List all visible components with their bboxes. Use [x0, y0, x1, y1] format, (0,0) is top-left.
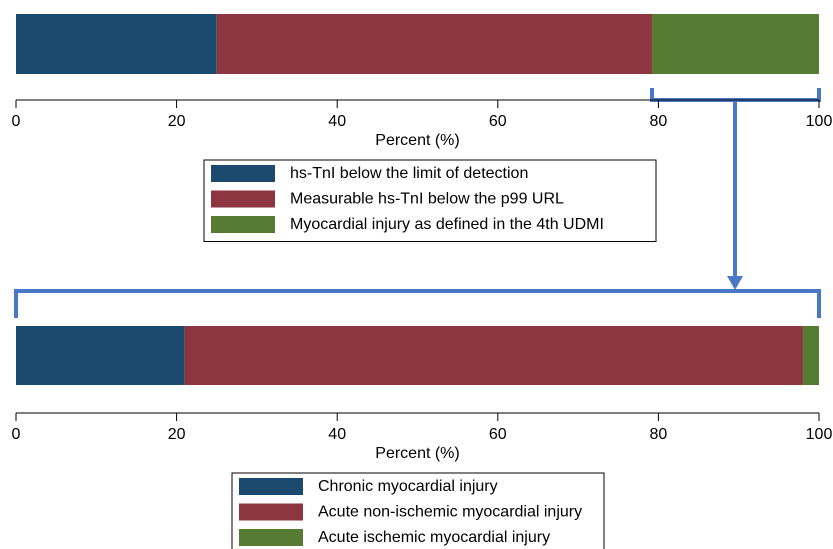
legend-label: Measurable hs-TnI below the p99 URL: [290, 191, 564, 208]
legend-swatch: [239, 478, 303, 495]
bar-segment: [184, 326, 803, 385]
x-tick-label: 60: [489, 426, 507, 443]
legend-swatch: [239, 503, 303, 521]
legend-swatch: [211, 190, 275, 208]
legend-box: [203, 159, 657, 242]
legend-label: Chronic myocardial injury: [318, 478, 498, 495]
bar-segment: [16, 326, 185, 385]
x-tick-label: 100: [806, 113, 833, 130]
small-bracket: [650, 88, 821, 102]
legend-label: Myocardial injury as defined in the 4th …: [290, 216, 604, 233]
x-tick-label: 40: [328, 113, 346, 130]
x-tick-label: 40: [328, 426, 346, 443]
x-tick-label: 0: [12, 113, 21, 130]
arrow-head: [727, 276, 743, 290]
x-tick-label: 0: [12, 426, 21, 443]
x-axis-label: Percent (%): [375, 132, 459, 149]
legend-swatch: [211, 165, 275, 182]
legend-swatch: [211, 216, 275, 233]
x-tick-label: 20: [168, 113, 186, 130]
x-axis-label: Percent (%): [375, 445, 459, 462]
legend-label: Acute non-ischemic myocardial injury: [318, 504, 582, 521]
bar-segment: [16, 14, 217, 74]
large-bracket: [14, 289, 821, 318]
legend-label: Acute ischemic myocardial injury: [318, 529, 550, 546]
bar-segment: [802, 326, 819, 385]
legend-swatch: [239, 529, 303, 546]
x-tick-label: 60: [489, 113, 507, 130]
x-tick-label: 80: [650, 426, 668, 443]
bar-segment: [651, 14, 819, 74]
legend-label: hs-TnI below the limit of detection: [290, 165, 528, 182]
x-tick-label: 80: [650, 113, 668, 130]
x-tick-label: 20: [168, 426, 186, 443]
x-tick-label: 100: [806, 426, 833, 443]
bar-segment: [216, 14, 652, 74]
